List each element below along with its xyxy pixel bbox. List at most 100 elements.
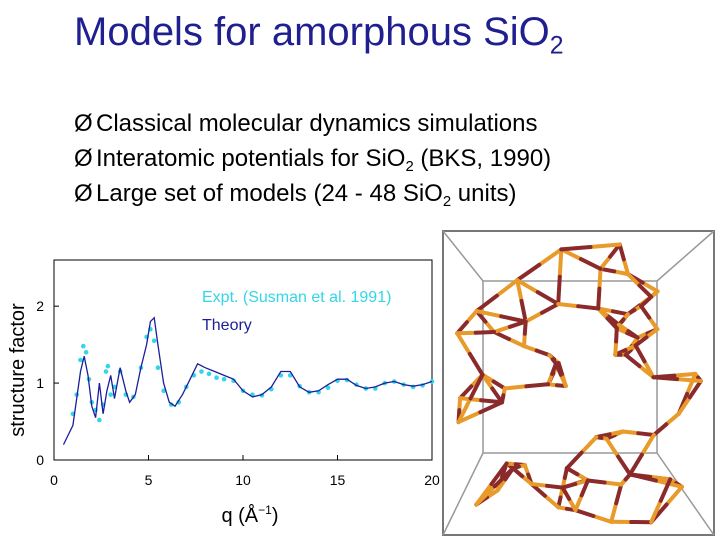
si-bond-half [620,429,641,436]
axis-ticks: 0 5 10 15 20 0 1 2 [36,298,440,488]
molecule-box-inner [482,280,658,454]
si-bond-half [685,371,698,396]
o-bond-half [651,422,669,437]
o-bond-half [585,478,607,485]
si-bond-half [492,324,512,334]
si-bond-half [455,330,478,336]
molecule-box-edges [442,230,715,536]
si-bond-half [648,474,673,482]
o-bond-half [633,335,649,348]
si-bond-half [557,247,564,279]
si-bond-half [672,371,698,378]
x-tick-label: 10 [235,472,251,488]
o-bond-half [573,508,596,518]
o-bond-half [491,379,507,391]
y-tick-label: 1 [36,375,44,391]
o-bond-half [606,314,621,327]
o-bond-half [489,461,509,486]
o-bond-half [492,466,515,489]
o-bond-half [617,242,626,262]
o-bond-half [559,245,593,252]
expt-data-point [78,357,83,363]
x-tick-label: 0 [50,472,58,488]
bullet-arrow-icon: Ø [74,145,93,172]
expt-data-point [325,385,331,390]
theory-series-line [62,316,433,445]
si-bond-half [529,482,550,488]
expt-data-point [161,388,166,394]
o-bond-half [628,472,658,483]
si-bond-half [675,377,703,383]
bullet-item: Ø Large set of models (24 - 48 SiO2 units… [74,176,551,211]
o-bond-half [474,293,499,314]
si-bond-half [612,269,630,277]
expt-data-point [206,371,212,377]
expt-data-point [231,378,236,384]
si-bond-half [649,498,663,525]
si-bond-half [515,278,540,295]
o-bond-half [478,400,504,415]
o-bond-half [614,326,619,344]
structure-factor-chart: 0 5 10 15 20 0 1 2 Expt. (Susman et al. 1991) T… [7,259,440,527]
si-bond-half [640,280,660,294]
o-bond-half [556,274,562,306]
o-bond-half [633,343,647,364]
si-bond-half [626,272,642,288]
si-bond-half [647,315,660,332]
o-bond-half [628,452,644,477]
o-bond-half [636,431,656,437]
o-bond-half [534,348,552,358]
si-bond-half [480,372,495,391]
o-bond-half [519,298,528,324]
bond-network [455,242,703,525]
expt-data-point [97,417,102,423]
bullet-arrow-icon: Ø [74,110,93,137]
o-bond-half [598,266,617,274]
si-bond-half [613,339,619,357]
expt-data-point [199,369,204,374]
o-bond-half [499,314,528,324]
legend-expt: Expt. (Susman et al. 1991) [202,289,391,306]
o-bond-half [687,379,703,400]
y-tick-label: 0 [36,452,44,468]
x-tick-label: 20 [424,472,440,488]
si-bond-half [464,309,479,325]
o-bond-half [468,372,485,401]
si-bond-half [456,396,473,425]
si-bond-half [579,435,599,455]
si-bond-half [588,242,622,249]
bullet-item: Ø Interatomic potentials for SiO2 (BKS, 1… [74,141,551,176]
si-bond-half [474,484,497,507]
si-bond-half [494,278,520,298]
expt-data-point [103,369,109,374]
x-axis-label: q (Å−1) [221,503,278,527]
o-bond-half [605,316,619,331]
o-bond-half [623,472,632,482]
si-bond-half [522,344,539,353]
expt-data-point [108,392,113,397]
si-bond-half [556,302,581,309]
si-bond-half [542,493,561,510]
si-bond-half [642,359,656,380]
bullet-item: Ø Classical molecular dynamics simulation… [74,106,551,141]
molecule-image [442,230,715,536]
expt-data-point [105,363,111,369]
si-bond-half [607,429,625,437]
o-bond-half [626,329,640,340]
si-bond-half [604,436,621,459]
si-bond-half [664,411,681,427]
si-bond-half [507,337,526,349]
o-bond-half [658,477,673,503]
o-bond-half [576,304,601,311]
si-bond-half [639,433,656,457]
expt-data-point [214,375,219,380]
si-bond-half [598,254,613,271]
o-bond-half [611,309,630,317]
si-bond-half [515,278,524,303]
si-bond-half [664,484,684,507]
si-bond-half [537,247,564,267]
si-bond-half [591,514,614,524]
si-bond-half [609,501,619,524]
si-bond-half [485,488,500,500]
si-bond-half [621,257,630,277]
